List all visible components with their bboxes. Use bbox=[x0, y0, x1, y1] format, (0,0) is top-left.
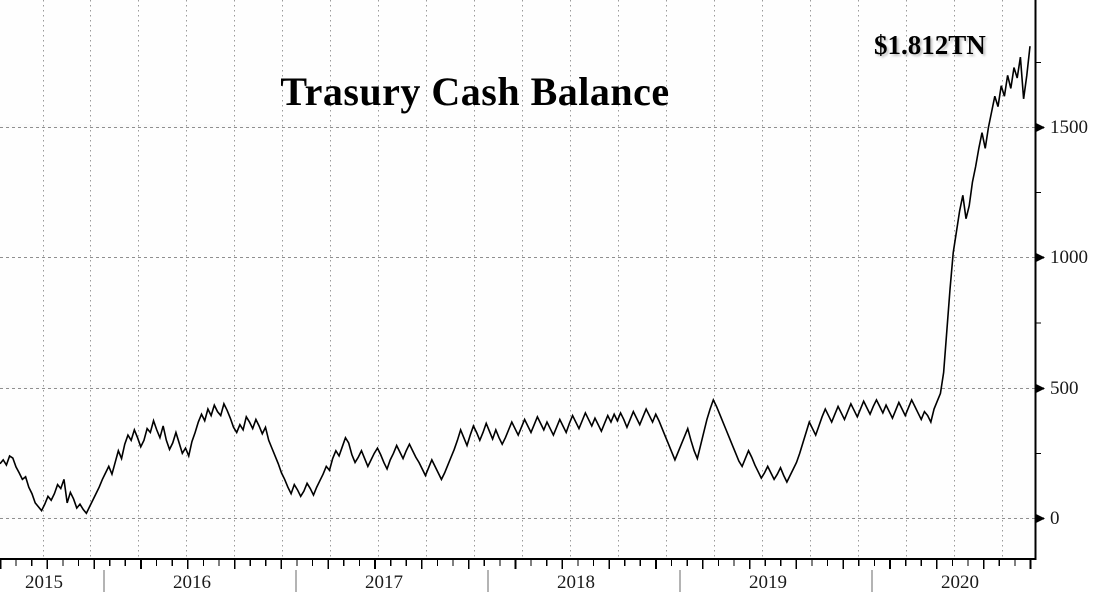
y-tick-label-500: 500 bbox=[1050, 378, 1079, 399]
x-tick-label-2017: 2017 bbox=[365, 572, 403, 593]
y-tick-label-0: 0 bbox=[1050, 508, 1060, 529]
x-axis-minor-ticks bbox=[15, 559, 1016, 566]
x-tick-label-2019: 2019 bbox=[749, 572, 787, 593]
y-axis-minor-ticks bbox=[1035, 61, 1041, 455]
x-tick-label-2020: 2020 bbox=[941, 572, 979, 593]
x-tick-label-2015: 2015 bbox=[25, 572, 63, 593]
year-separators bbox=[103, 570, 873, 592]
y-axis-tick-arrowheads bbox=[1036, 123, 1045, 523]
x-axis-major-ticks bbox=[0, 559, 1032, 569]
y-tick-label-1000: 1000 bbox=[1050, 247, 1088, 268]
data-series-line bbox=[0, 46, 1031, 515]
y-tick-label-1500: 1500 bbox=[1050, 117, 1088, 138]
x-tick-label-2018: 2018 bbox=[557, 572, 595, 593]
vertical-gridlines bbox=[43, 0, 1003, 560]
x-tick-label-2016: 2016 bbox=[173, 572, 211, 593]
horizontal-gridlines bbox=[0, 127, 1035, 519]
